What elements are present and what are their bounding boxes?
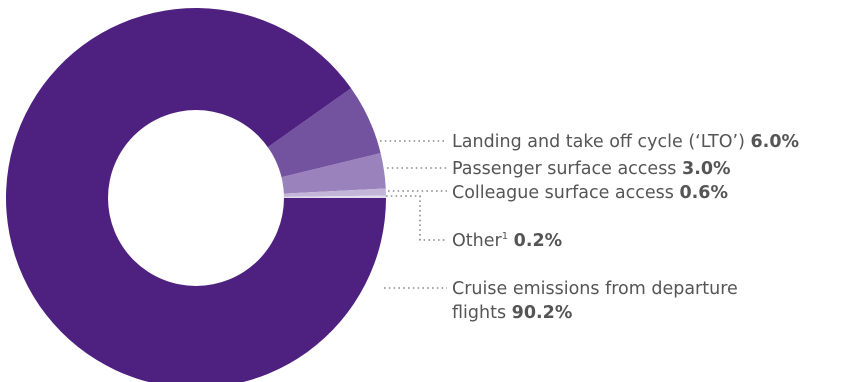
label-other-text: Other xyxy=(452,231,502,251)
label-colleague: Colleague surface access 0.6% xyxy=(452,183,728,203)
label-lto-text: Landing and take off cycle (‘LTO’) xyxy=(452,132,745,152)
label-colleague-text: Colleague surface access xyxy=(452,183,674,203)
donut-hole xyxy=(108,110,284,286)
label-cruise: Cruise emissions from departure flights 9… xyxy=(452,279,738,323)
label-passenger-text: Passenger surface access xyxy=(452,159,676,179)
label-cruise-line2: flights xyxy=(452,303,506,323)
label-passenger-value: 3.0% xyxy=(682,159,731,179)
label-other-footnote: 1 xyxy=(502,231,508,242)
label-cruise-line1: Cruise emissions from departure xyxy=(452,279,738,299)
label-colleague-value: 0.6% xyxy=(679,183,728,203)
label-passenger: Passenger surface access 3.0% xyxy=(452,159,731,179)
label-other: Other1 0.2% xyxy=(452,231,562,251)
label-lto: Landing and take off cycle (‘LTO’) 6.0% xyxy=(452,132,799,152)
label-cruise-value: 90.2% xyxy=(512,303,573,323)
label-lto-value: 6.0% xyxy=(751,132,800,152)
leader-line-other xyxy=(386,195,447,241)
leader-lines xyxy=(380,140,447,289)
label-other-value: 0.2% xyxy=(514,231,563,251)
